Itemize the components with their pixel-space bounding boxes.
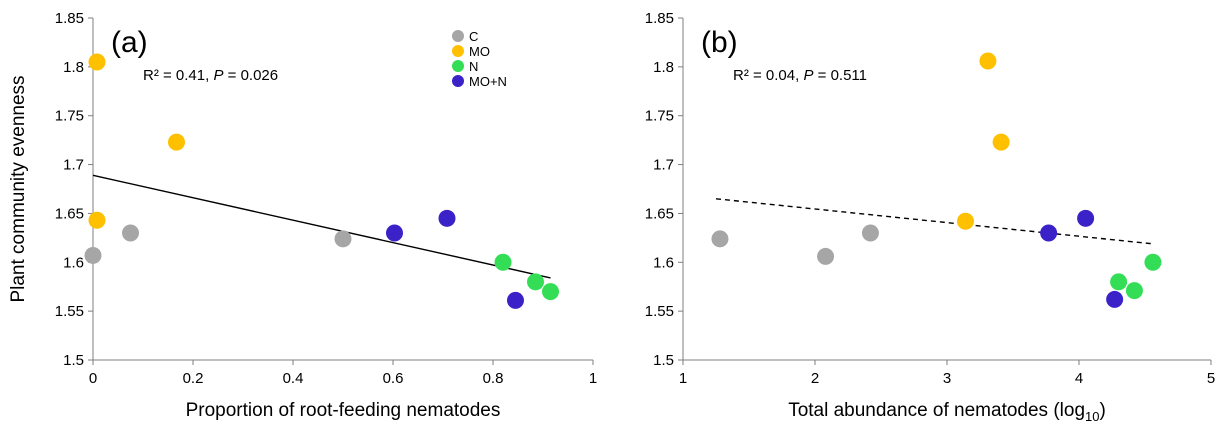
y-tick-label: 1.6 (63, 254, 84, 271)
data-point-c (122, 224, 139, 242)
y-tick-label: 1.5 (63, 352, 84, 369)
x-axis-title-subscript: 10 (1085, 409, 1099, 424)
y-tick-label: 1.8 (63, 59, 84, 76)
data-point-mo-n (1106, 290, 1124, 308)
panel-label-a: (a) (111, 26, 148, 59)
x-tick-label: 0.4 (283, 370, 304, 387)
data-point-c (84, 246, 102, 264)
y-tick-label: 1.7 (653, 157, 674, 174)
stats-annotation: R² = 0.41, P = 0.026 (143, 67, 278, 84)
data-point-c (711, 230, 729, 248)
p-label: P (803, 67, 813, 84)
data-point-n (1110, 273, 1128, 291)
data-point-mo (168, 133, 185, 151)
x-tick-label: 5 (1207, 370, 1215, 387)
x-tick-label: 0.2 (183, 370, 204, 387)
data-point-mo (88, 211, 106, 229)
y-tick-label: 1.55 (645, 303, 674, 320)
data-point-mo-n (386, 224, 403, 242)
x-axis-title: Total abundance of nematodes (log10) (788, 400, 1106, 424)
data-point-mo-n (1077, 209, 1095, 227)
legend-label: N (469, 59, 478, 74)
p-value: = 0.511 (813, 67, 867, 84)
y-tick-label: 1.65 (645, 205, 674, 222)
y-tick-label: 1.75 (645, 108, 674, 125)
panel-b: 1.5 1.55 1.6 1.65 1.7 1.75 1.8 1.85 1 2 3 4 5 (b) R² =… (645, 10, 1215, 424)
data-point-mo (979, 52, 997, 70)
data-point-n (1125, 282, 1143, 300)
x-tick-label: 0.8 (483, 370, 504, 387)
x-axis-title: Proportion of root-feeding nematodes (186, 400, 501, 421)
trendline (715, 198, 1152, 245)
data-point-n (542, 283, 559, 301)
data-point-n (527, 273, 544, 291)
x-tick-label: 1 (589, 370, 597, 387)
y-axis-title: Plant community evenness (8, 75, 29, 302)
data-point-mo (88, 53, 106, 71)
y-tick-label: 1.65 (55, 205, 84, 222)
y-tick-label: 1.8 (653, 59, 674, 76)
data-point-c (817, 247, 835, 265)
x-tick-label: 3 (943, 370, 951, 387)
data-point-n (1144, 253, 1162, 271)
data-point-c (861, 224, 879, 242)
y-tick-label: 1.55 (55, 303, 84, 320)
y-tick-label: 1.75 (55, 108, 84, 125)
stats-annotation: R² = 0.04, P = 0.511 (733, 67, 867, 84)
legend-label: MO (469, 44, 490, 59)
p-value: = 0.026 (223, 67, 278, 84)
panel-a: 1.5 1.55 1.6 1.65 1.7 1.75 1.8 1.85 0 0.2 0.4 0.6 0.… (8, 10, 597, 421)
legend-marker-c (452, 30, 464, 42)
legend-marker-mo (452, 45, 464, 57)
x-tick-label: 4 (1075, 370, 1083, 387)
r2-text: R² = 0.04, (733, 67, 803, 84)
legend-label: MO+N (469, 74, 507, 89)
x-tick-label: 0.6 (383, 370, 404, 387)
y-tick-label: 1.85 (55, 10, 84, 27)
y-tick-label: 1.5 (653, 352, 674, 369)
panel-label-b: (b) (701, 26, 738, 59)
y-tick-label: 1.7 (63, 157, 84, 174)
legend-label: C (469, 29, 478, 44)
r2-text: R² = 0.41, (143, 67, 213, 84)
x-tick-label: 2 (811, 370, 819, 387)
data-point-mo-n (438, 209, 456, 227)
x-axis-title-end: ) (1099, 400, 1105, 421)
y-tick-label: 1.85 (645, 10, 674, 27)
legend-marker-n (452, 60, 464, 72)
trendline (92, 174, 551, 279)
x-axis-title-main: Total abundance of nematodes (log (788, 400, 1085, 421)
data-point-c (334, 230, 352, 248)
x-tick-label: 0 (89, 370, 97, 387)
data-point-mo-n (1040, 224, 1058, 242)
data-point-mo-n (507, 291, 524, 309)
y-tick-label: 1.6 (653, 254, 674, 271)
legend-marker-mo-n (452, 75, 464, 87)
p-label: P (213, 67, 223, 84)
data-point-mo (992, 133, 1010, 151)
x-tick-label: 1 (679, 370, 687, 387)
data-point-mo (956, 212, 974, 230)
data-point-n (494, 253, 512, 271)
